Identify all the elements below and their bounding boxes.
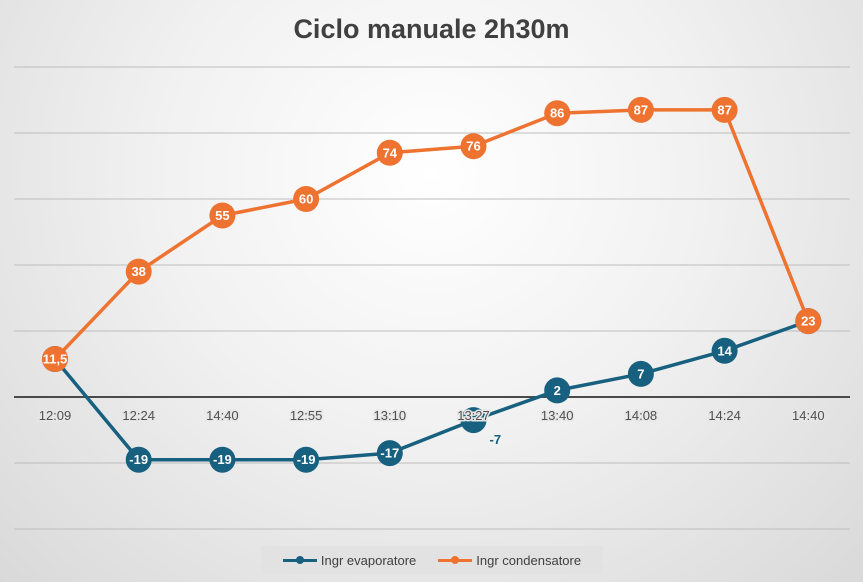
legend-label: Ingr evaporatore	[320, 552, 417, 568]
data-label: 55	[215, 208, 229, 223]
data-label: 23	[801, 314, 815, 329]
series-line-0	[53, 319, 809, 462]
data-label: 14	[717, 343, 732, 358]
data-point	[125, 446, 152, 473]
data-label: -19	[297, 452, 316, 467]
data-label: 76	[466, 139, 480, 154]
data-point	[544, 377, 571, 404]
data-label: -19	[129, 452, 148, 467]
data-point	[711, 337, 738, 364]
data-point	[627, 360, 654, 387]
data-label: -19	[213, 452, 232, 467]
data-point	[627, 96, 654, 123]
data-point	[209, 446, 236, 473]
data-point	[293, 446, 320, 473]
data-label: 60	[299, 192, 313, 207]
legend-swatch	[282, 556, 317, 564]
data-point	[795, 308, 822, 335]
series-line-1	[53, 108, 810, 361]
x-tick-label: 14:24	[708, 408, 741, 423]
data-label: -17	[380, 446, 399, 461]
data-point	[460, 133, 487, 160]
data-label: 11,5	[43, 352, 68, 367]
x-tick-label: 12:24	[122, 408, 155, 423]
data-label: 74	[383, 145, 398, 160]
data-label: -7	[490, 432, 502, 447]
x-tick-label: 13:27	[457, 408, 490, 423]
data-point	[209, 202, 236, 229]
data-point	[42, 346, 68, 373]
data-label: 7	[637, 366, 644, 381]
x-tick-label: 14:08	[625, 408, 658, 423]
x-tick-label: 13:10	[374, 408, 407, 423]
chart-title: Ciclo manuale 2h30m	[293, 14, 570, 44]
data-label: 86	[550, 106, 564, 121]
data-point	[376, 139, 403, 166]
data-point	[460, 407, 487, 434]
data-point	[125, 258, 152, 285]
legend-item-evaporatore: Ingr evaporatore	[282, 552, 417, 568]
x-tick-label: 13:40	[541, 408, 574, 423]
x-tick-label: 14:40	[792, 408, 825, 423]
legend: Ingr evaporatore Ingr condensatore	[261, 546, 603, 574]
data-label: 2	[554, 383, 561, 398]
legend-item-condensatore: Ingr condensatore	[438, 553, 581, 568]
data-label: 38	[131, 264, 145, 279]
data-point	[711, 96, 738, 123]
data-point	[293, 186, 320, 212]
x-tick-label: 12:55	[290, 408, 323, 423]
data-label: 87	[634, 102, 648, 117]
x-tick-label: 12:09	[39, 408, 72, 423]
x-tick-label: 14:40	[206, 408, 239, 423]
data-point	[376, 440, 403, 467]
data-point	[544, 100, 571, 127]
data-label: 87	[717, 102, 731, 117]
legend-swatch	[438, 556, 473, 564]
legend-label: Ingr condensatore	[476, 552, 582, 568]
